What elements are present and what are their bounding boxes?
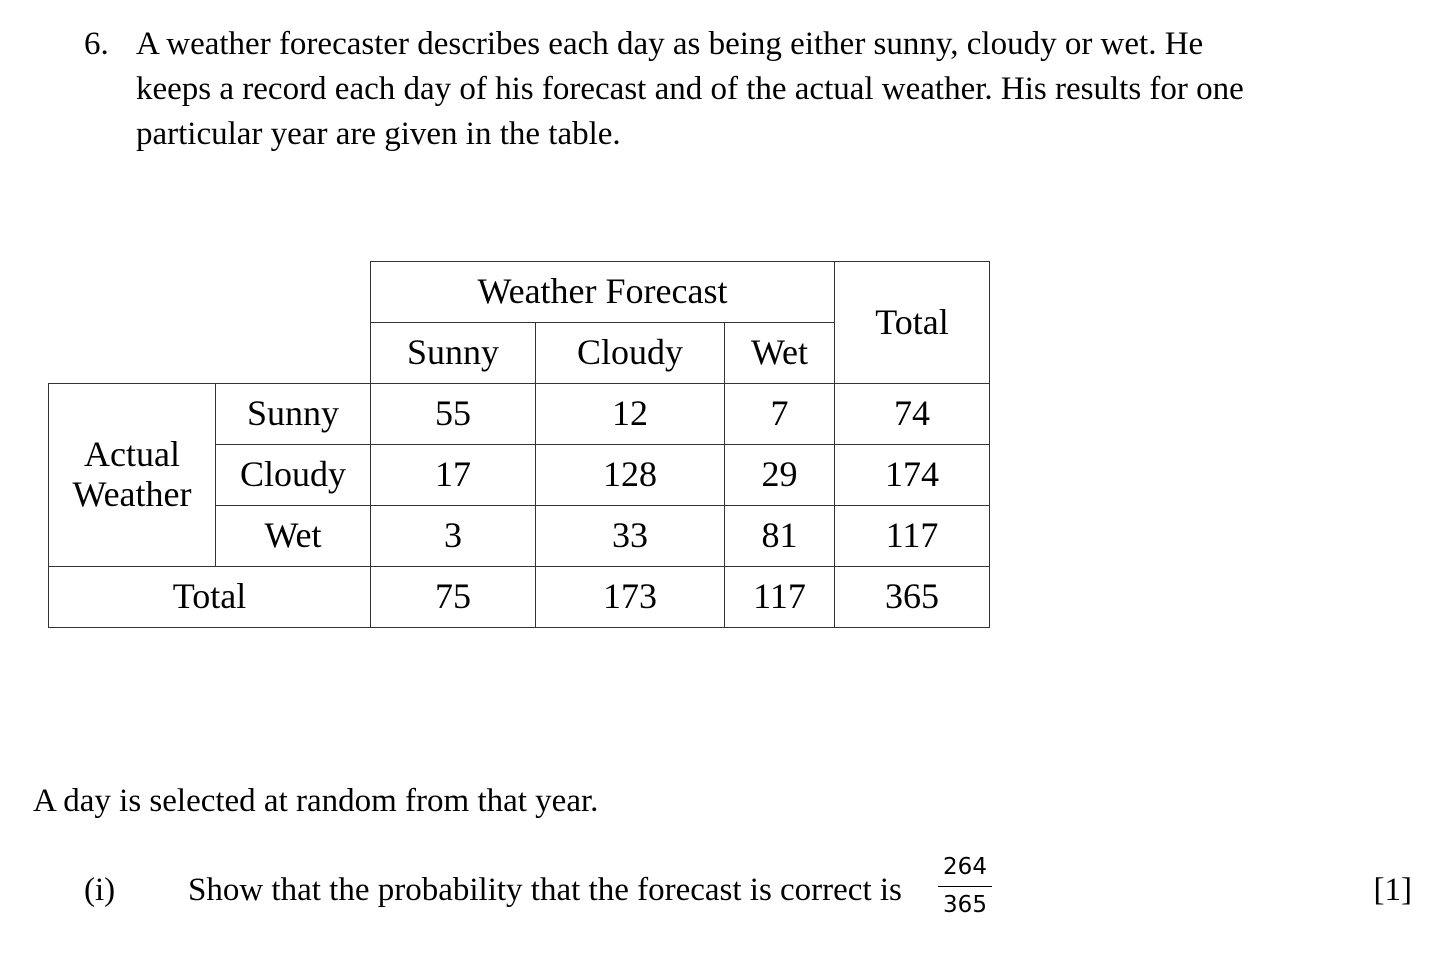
row-total: 174 [834, 444, 990, 506]
actual-weather-label: Actual Weather [48, 383, 216, 567]
forecast-col-sunny: Sunny [370, 322, 536, 384]
forecast-header: Weather Forecast [370, 261, 835, 323]
table-cell: 173 [535, 566, 725, 628]
table-cell: 81 [724, 505, 835, 567]
table-total-row: Total 75 173 117 365 [48, 566, 990, 628]
row-label-wet: Wet [215, 505, 371, 567]
grand-total: 365 [834, 566, 990, 628]
table-row: Actual Weather Sunny 55 12 7 74 [48, 383, 990, 567]
total-row-label: Total [48, 566, 371, 628]
row-total: 74 [834, 383, 990, 445]
table-cell: 29 [724, 444, 835, 506]
table-header-row-2: Sunny Cloudy Wet [49, 322, 990, 384]
probability-fraction: 264 365 [938, 852, 992, 920]
table-cell: 55 [370, 383, 536, 445]
table-blank-corner-2 [49, 323, 371, 384]
intro-line-3: particular year are given in the table. [136, 116, 621, 152]
fraction-denominator: 365 [943, 892, 987, 918]
table-blank-corner [49, 262, 371, 323]
marks-label: [1] [1373, 872, 1412, 908]
table-cell: 117 [724, 566, 835, 628]
table-row: Wet 3 33 81 117 [49, 505, 990, 567]
forecast-col-cloudy: Cloudy [535, 322, 725, 384]
row-label-sunny: Sunny [215, 383, 371, 445]
row-total: 117 [834, 505, 990, 567]
row-label-cloudy: Cloudy [215, 444, 371, 506]
table-header-row-1: Weather Forecast Total [49, 261, 990, 384]
table-cell: 128 [535, 444, 725, 506]
question-number: 6. [84, 26, 109, 62]
table-cell: 12 [535, 383, 725, 445]
total-header: Total [834, 261, 990, 384]
intro-line-2: keeps a record each day of his forecast … [136, 71, 1244, 107]
table-cell: 33 [535, 505, 725, 567]
table-cell: 3 [370, 505, 536, 567]
selection-text: A day is selected at random from that ye… [33, 783, 599, 819]
table-cell: 7 [724, 383, 835, 445]
forecast-col-wet: Wet [724, 322, 835, 384]
weather-table: Weather Forecast Total Sunny Cloudy Wet … [48, 261, 990, 628]
question-intro: A weather forecaster describes each day … [136, 22, 1316, 157]
fraction-numerator: 264 [938, 852, 992, 887]
part-i-text: Show that the probability that the forec… [188, 872, 902, 908]
table-cell: 75 [370, 566, 536, 628]
table-cell: 17 [370, 444, 536, 506]
actual-label-line-2: Weather [72, 474, 192, 514]
intro-line-1: A weather forecaster describes each day … [136, 26, 1204, 62]
part-i-label: (i) [84, 872, 116, 908]
actual-label-line-1: Actual [84, 434, 180, 475]
